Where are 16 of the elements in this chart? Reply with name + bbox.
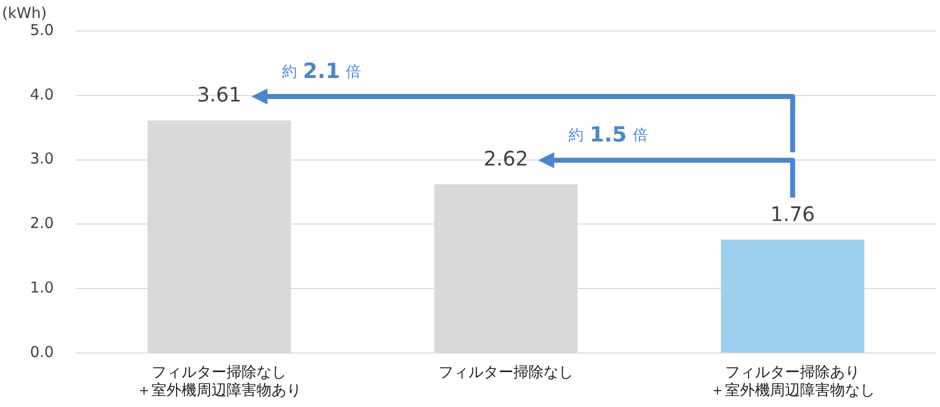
data-label: 3.61 (196, 82, 242, 107)
x-tick-label: フィルター掃除なし (438, 362, 574, 381)
y-tick-label: 3.0 (30, 150, 54, 168)
y-tick-label: 5.0 (30, 20, 54, 39)
annotation: 約 2.1 倍 (282, 58, 362, 83)
bar (720, 240, 864, 352)
data-label: 1.76 (770, 202, 815, 226)
y-axis-title: (kWh) (2, 4, 47, 22)
annotation: 約 1.5 倍 (568, 122, 648, 147)
data-label: 2.62 (484, 146, 528, 170)
y-tick-label: 2.0 (30, 214, 54, 232)
y-tick-label: 0.0 (30, 342, 54, 361)
x-tick-label: フィルター掃除あり＋室外機周辺障害物なし (710, 362, 876, 399)
y-tick-label: 1.0 (30, 278, 54, 296)
y-tick-label: 4.0 (30, 85, 54, 104)
x-tick-label: フィルター掃除なし＋室外機周辺障害物あり (136, 362, 302, 399)
